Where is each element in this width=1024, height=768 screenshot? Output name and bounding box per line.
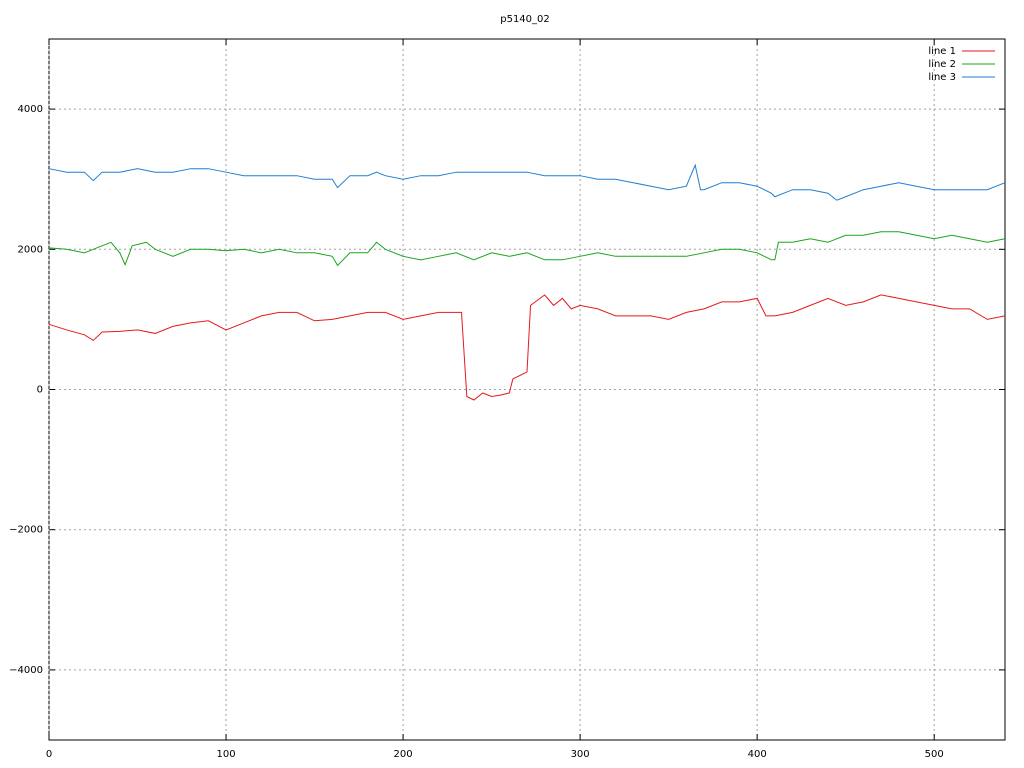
x-tick-label: 100 <box>216 749 235 760</box>
data-line <box>48 163 1006 201</box>
legend-label: line 3 <box>928 72 956 83</box>
y-tick-label: −2000 <box>9 525 43 536</box>
y-tick-label: −4000 <box>9 665 43 676</box>
x-tick-label: 400 <box>748 749 767 760</box>
x-tick-label: 200 <box>394 749 413 760</box>
x-tick-label: 300 <box>571 749 590 760</box>
data-line <box>48 231 1006 267</box>
chart-title: p5140_02 <box>500 14 550 25</box>
y-tick-label: 2000 <box>18 244 43 255</box>
plot-frame <box>48 38 1006 741</box>
x-tick-label: 0 <box>46 749 52 760</box>
legend-label: line 1 <box>928 46 956 57</box>
x-tick-label: 500 <box>925 749 944 760</box>
y-tick-label: 0 <box>37 385 43 396</box>
legend-label: line 2 <box>928 59 956 70</box>
data-line <box>48 294 1006 401</box>
y-tick-label: 4000 <box>18 104 43 115</box>
